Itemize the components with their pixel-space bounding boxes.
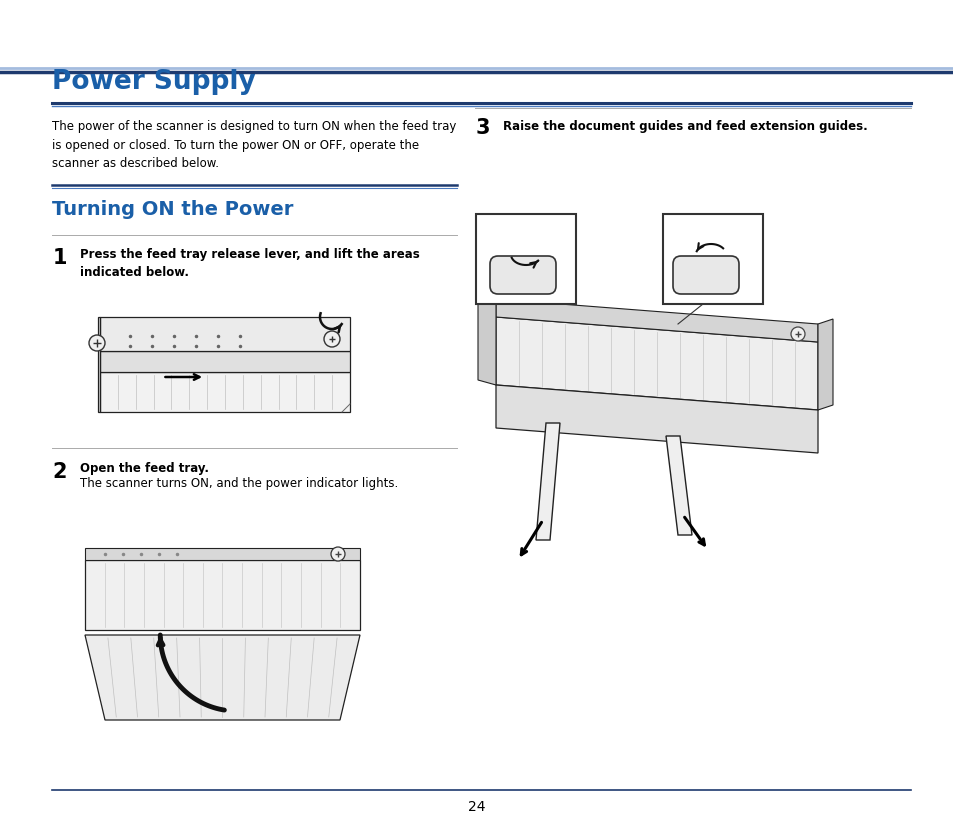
Polygon shape <box>85 635 359 720</box>
Polygon shape <box>477 294 496 385</box>
Circle shape <box>324 331 339 347</box>
Text: The power of the scanner is designed to turn ON when the feed tray
is opened or : The power of the scanner is designed to … <box>52 120 456 170</box>
Text: 3: 3 <box>475 118 490 138</box>
Polygon shape <box>817 319 832 410</box>
Bar <box>476 214 576 304</box>
Polygon shape <box>536 423 559 540</box>
Bar <box>662 214 762 304</box>
FancyBboxPatch shape <box>490 256 556 294</box>
Polygon shape <box>98 317 100 412</box>
Text: The scanner turns ON, and the power indicator lights.: The scanner turns ON, and the power indi… <box>80 477 398 490</box>
Polygon shape <box>100 372 350 412</box>
Polygon shape <box>496 299 817 342</box>
Polygon shape <box>85 560 359 630</box>
Text: 24: 24 <box>468 800 485 814</box>
Polygon shape <box>100 351 350 372</box>
Text: Power Supply: Power Supply <box>52 69 256 95</box>
Text: Raise the document guides and feed extension guides.: Raise the document guides and feed exten… <box>503 120 867 133</box>
Text: 1: 1 <box>52 248 67 268</box>
Polygon shape <box>665 436 691 535</box>
Text: Press the feed tray release lever, and lift the areas
indicated below.: Press the feed tray release lever, and l… <box>80 248 419 279</box>
Text: Open the feed tray.: Open the feed tray. <box>80 462 210 475</box>
Circle shape <box>331 547 345 561</box>
Circle shape <box>790 327 804 341</box>
Polygon shape <box>496 317 817 410</box>
FancyBboxPatch shape <box>672 256 739 294</box>
Circle shape <box>89 335 105 351</box>
Text: Turning ON the Power: Turning ON the Power <box>52 200 294 219</box>
Text: 2: 2 <box>52 462 67 482</box>
Polygon shape <box>496 385 817 453</box>
Polygon shape <box>100 317 350 351</box>
Polygon shape <box>85 548 359 560</box>
